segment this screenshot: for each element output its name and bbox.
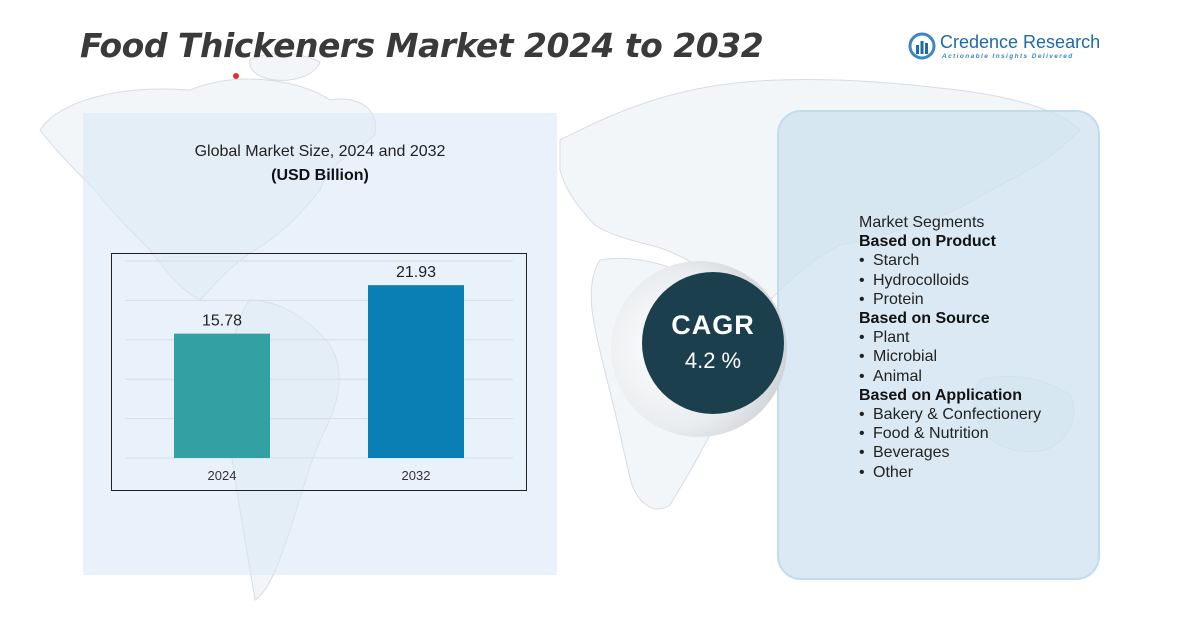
bar-2024 [174, 334, 270, 458]
x-tick-label-2032: 2032 [402, 468, 431, 483]
segment-item: Bakery & Confectionery [859, 405, 1041, 424]
data-label-2032: 21.93 [396, 264, 436, 281]
segment-group-items: Bakery & ConfectioneryFood & NutritionBe… [859, 405, 1041, 482]
segment-item: Hydrocolloids [859, 271, 1041, 290]
segment-group-items: StarchHydrocolloidsProtein [859, 251, 1041, 309]
page-title: Food Thickeners Market 2024 to 2032 [80, 26, 763, 65]
chart-unit-label: (USD Billion) [83, 167, 557, 185]
segments-heading: Market Segments [859, 213, 1041, 232]
segment-group-title: Based on Application [859, 386, 1041, 405]
segment-item: Other [859, 463, 1041, 482]
cagr-value: 4.2 % [642, 348, 784, 374]
cagr-label: CAGR [642, 310, 784, 341]
market-size-bar-chart: 15.78 2024 21.93 2032 [111, 253, 527, 491]
chart-bars: 15.78 2024 21.93 2032 [174, 264, 464, 483]
chart-title: Global Market Size, 2024 and 2032 [83, 143, 557, 161]
x-tick-label-2024: 2024 [208, 468, 237, 483]
segment-item: Food & Nutrition [859, 424, 1041, 443]
logo-text-part2: Research [1018, 32, 1100, 52]
data-label-2024: 15.78 [202, 313, 242, 330]
logo-text-part1: Credence [940, 32, 1018, 52]
segment-group-items: PlantMicrobialAnimal [859, 328, 1041, 386]
segment-item: Starch [859, 251, 1041, 270]
bar-chart-logo-icon [908, 32, 936, 60]
logo-tagline: Actionable Insights Delivered [942, 53, 1074, 60]
cagr-badge: CAGR 4.2 % [642, 272, 784, 414]
chart-frame [112, 254, 527, 491]
segment-item: Beverages [859, 443, 1041, 462]
bar-2032 [368, 285, 464, 458]
segment-item: Microbial [859, 347, 1041, 366]
segment-item: Plant [859, 328, 1041, 347]
segment-item: Animal [859, 367, 1041, 386]
segment-group-title: Based on Product [859, 232, 1041, 251]
logo-text: Credence Research [940, 32, 1100, 53]
market-segments-list: Market Segments Based on ProductStarchHy… [859, 213, 1041, 482]
segment-group-title: Based on Source [859, 309, 1041, 328]
segment-item: Protein [859, 290, 1041, 309]
credence-research-logo[interactable]: Credence Research Actionable Insights De… [908, 30, 1098, 66]
